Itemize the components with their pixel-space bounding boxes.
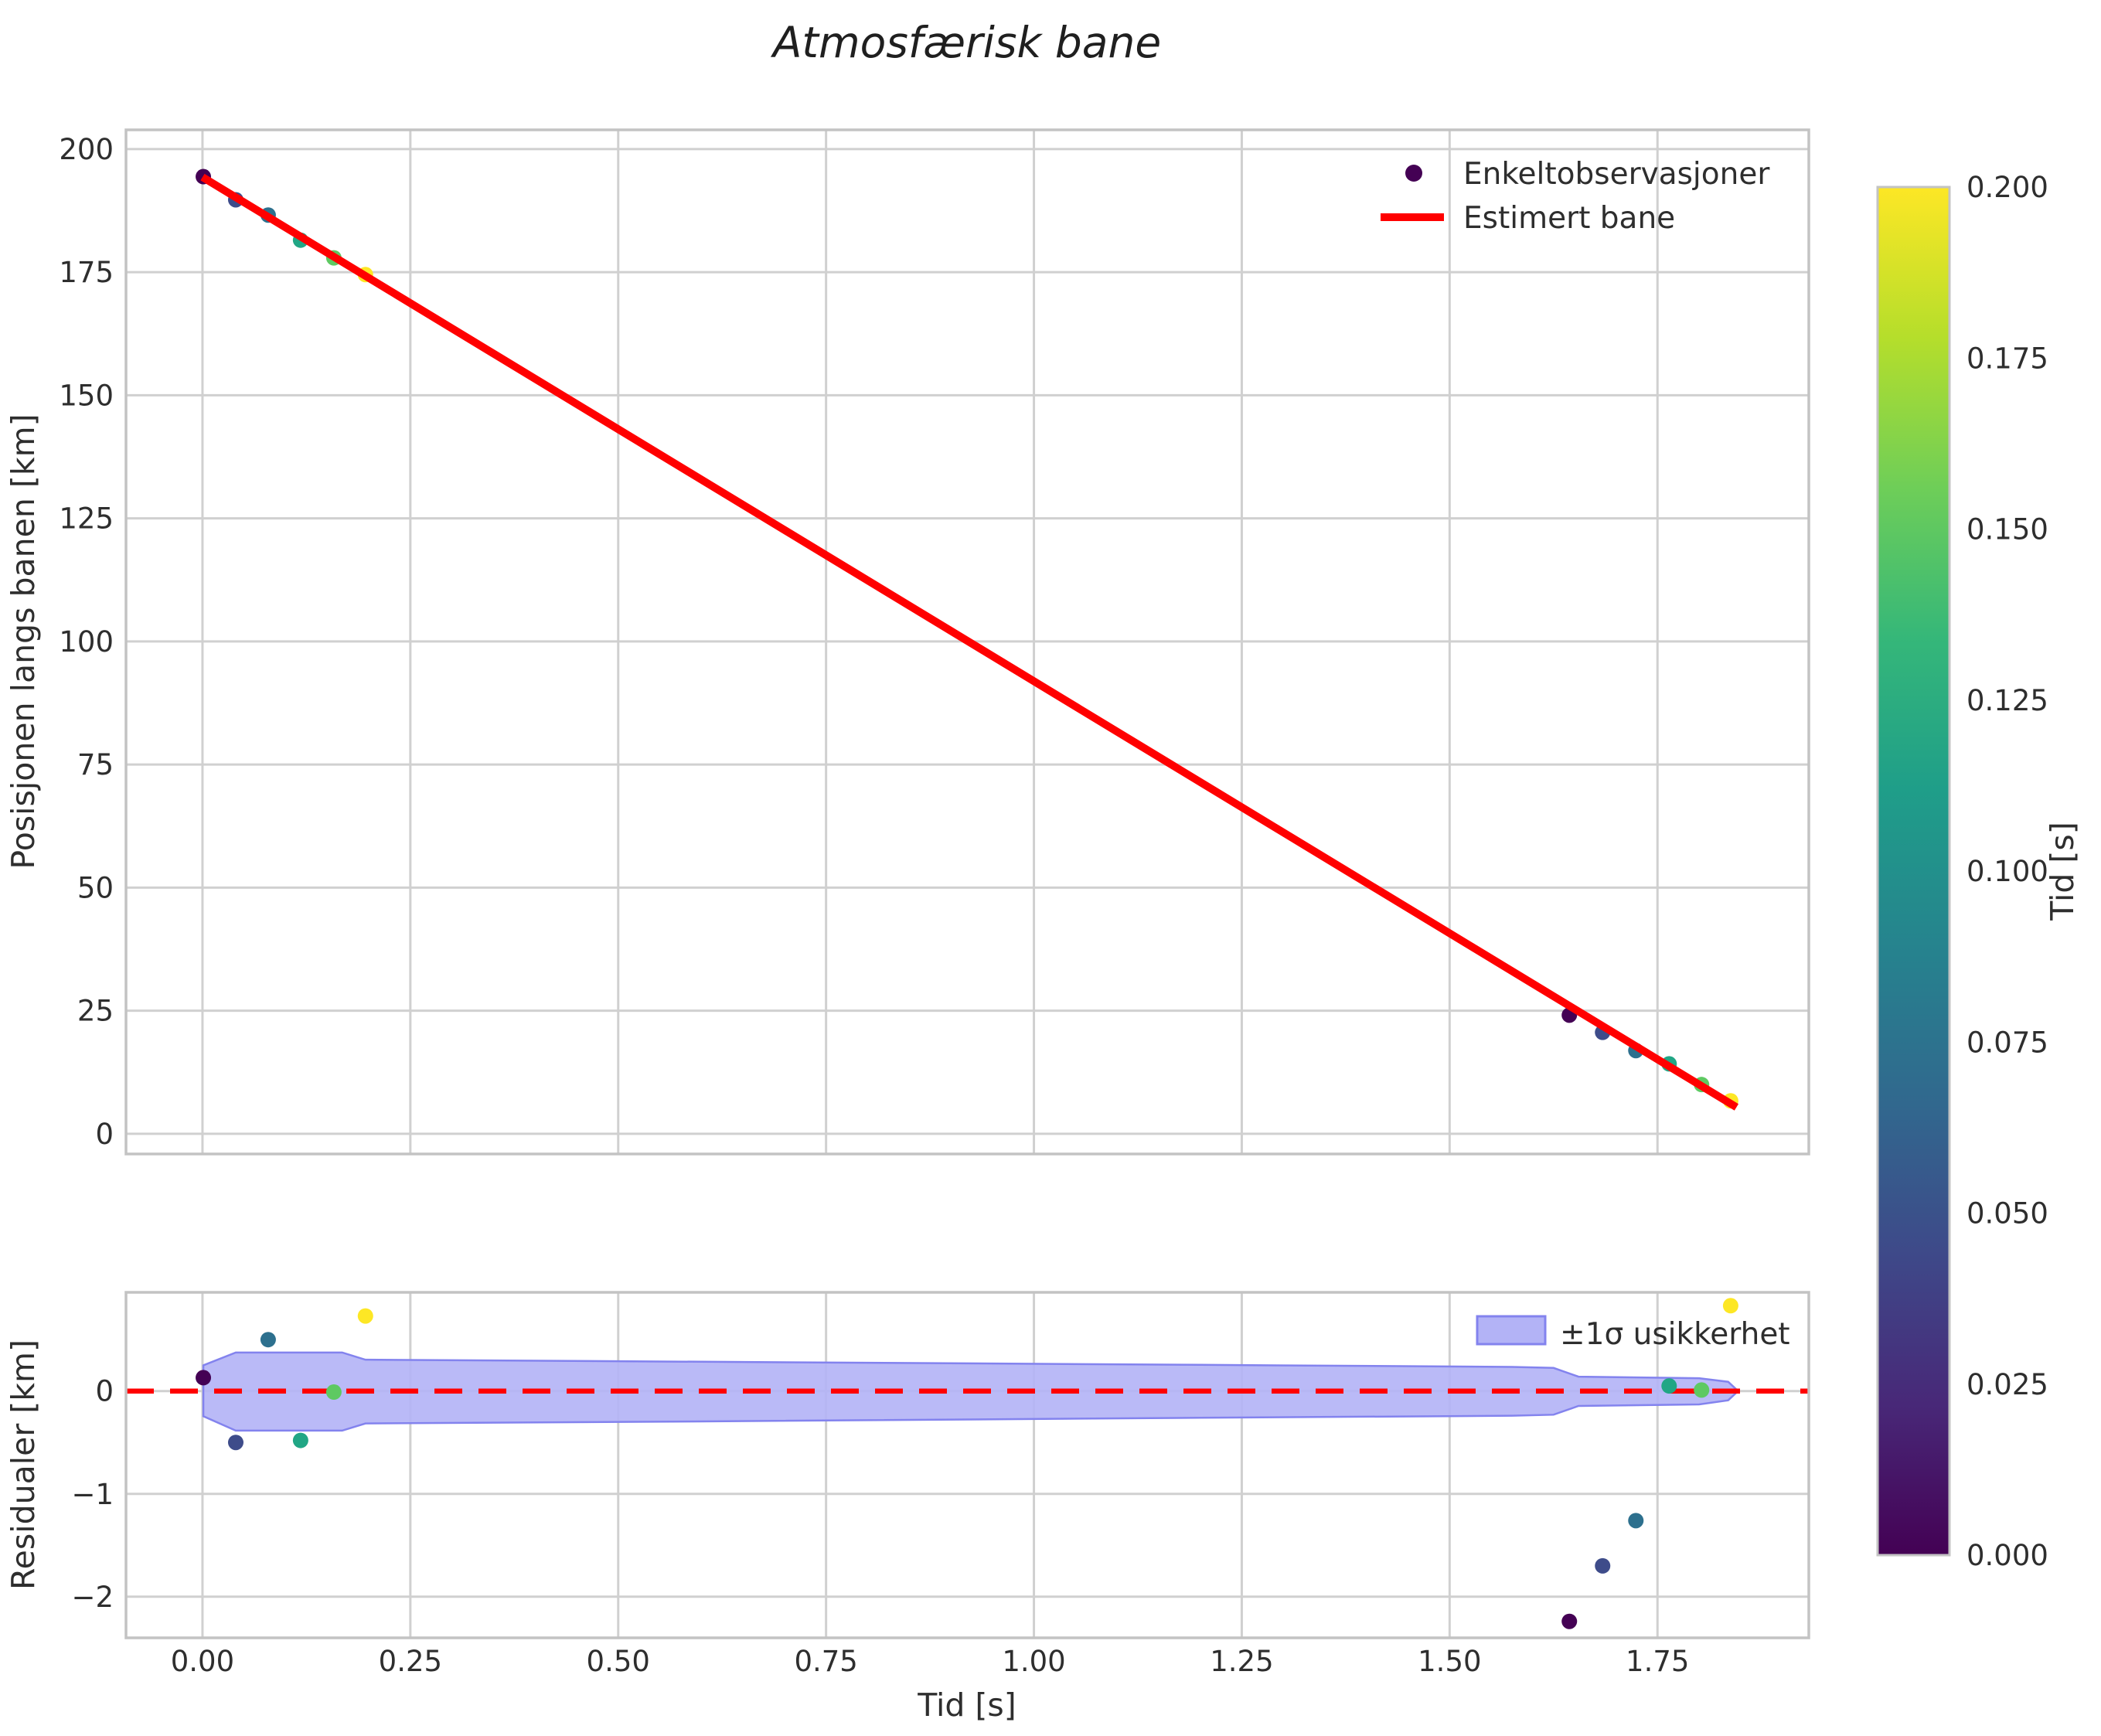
x-tick-label: 1.25 (1210, 1645, 1273, 1678)
estimated-trajectory-line (200, 173, 1739, 1111)
residual-point (196, 1370, 212, 1386)
x-tick-label: 1.00 (1002, 1645, 1065, 1678)
colorbar-tick-label: 0.075 (1966, 1026, 2048, 1059)
residual-point (1661, 1378, 1677, 1394)
residual-point (260, 1332, 276, 1348)
legend-band-patch-icon (1476, 1315, 1547, 1346)
legend-trajectory: Enkeltobservasjoner Estimert bane (1381, 157, 1770, 236)
legend-observations-label: Enkeltobservasjoner (1463, 157, 1770, 192)
y-tick-label: 0 (95, 1118, 114, 1151)
x-axis-label: Tid [s] (917, 1687, 1016, 1724)
y-tick-label: −1 (71, 1478, 114, 1511)
trajectory-plot: 0 25 50 75 100 125 150 175 200 (59, 128, 1810, 1156)
colorbar-tick-label: 0.200 (1966, 171, 2048, 204)
chart-title: Atmosfærisk bane (771, 18, 1161, 67)
colorbar-tick-label: 0.150 (1966, 513, 2048, 546)
residual-point (292, 1432, 308, 1448)
legend-band-label: ±1σ usikkerhet (1560, 1317, 1790, 1352)
y-tick-label: 0 (95, 1375, 114, 1408)
y-tick-label: −2 (71, 1581, 114, 1614)
residual-point (357, 1308, 373, 1324)
residual-point (1694, 1382, 1710, 1398)
y-tick-label: 75 (77, 748, 114, 781)
colorbar-gradient (1876, 186, 1951, 1557)
legend-residuals: ±1σ usikkerhet (1476, 1315, 1790, 1352)
colorbar-tick-label: 0.000 (1966, 1539, 2048, 1572)
y-tick-label: 100 (59, 625, 114, 659)
x-tick-label: 0.00 (171, 1645, 234, 1678)
residuals-plot: 0 −1 −2 0.00 0.25 0.50 0.75 1.00 1.25 1.50 1.75 (71, 1291, 1810, 1678)
x-tick-label: 0.75 (794, 1645, 857, 1678)
x-tick-label: 0.25 (379, 1645, 442, 1678)
y-tick-label: 125 (59, 502, 114, 536)
axes-frame (124, 1291, 1810, 1639)
y-tick-label: 175 (59, 256, 114, 289)
residual-point (1628, 1513, 1644, 1529)
y-tick-label: 200 (59, 133, 114, 166)
colorbar-tick-label: 0.175 (1966, 342, 2048, 375)
colorbar-tick-label: 0.100 (1966, 855, 2048, 888)
colorbar-tick-label: 0.025 (1966, 1368, 2048, 1401)
x-tick-label: 0.50 (587, 1645, 650, 1678)
y-axis-label-residuals: Residualer [km] (5, 1339, 42, 1590)
axes-frame (124, 128, 1810, 1156)
y-tick-label: 50 (77, 871, 114, 904)
colorbar-label: Tid [s] (2044, 822, 2081, 921)
colorbar: 0.000 0.025 0.050 0.075 0.100 0.125 0.150 0.175… (1876, 171, 2048, 1572)
legend-estimated-label: Estimert bane (1463, 201, 1675, 236)
residual-point (227, 1435, 243, 1451)
y-tick-label: 25 (77, 995, 114, 1028)
colorbar-tick-label: 0.125 (1966, 684, 2048, 717)
residual-point (325, 1384, 342, 1401)
x-tick-label: 1.50 (1418, 1645, 1481, 1678)
colorbar-tick-label: 0.050 (1966, 1197, 2048, 1231)
y-axis-label-trajectory: Posisjonen langs banen [km] (5, 414, 42, 869)
residual-point (1561, 1613, 1578, 1629)
residual-point (1595, 1557, 1611, 1574)
x-tick-label: 1.75 (1626, 1645, 1689, 1678)
legend-observations-marker-icon (1405, 165, 1422, 182)
residual-point (1722, 1298, 1738, 1314)
y-tick-label: 150 (59, 379, 114, 412)
